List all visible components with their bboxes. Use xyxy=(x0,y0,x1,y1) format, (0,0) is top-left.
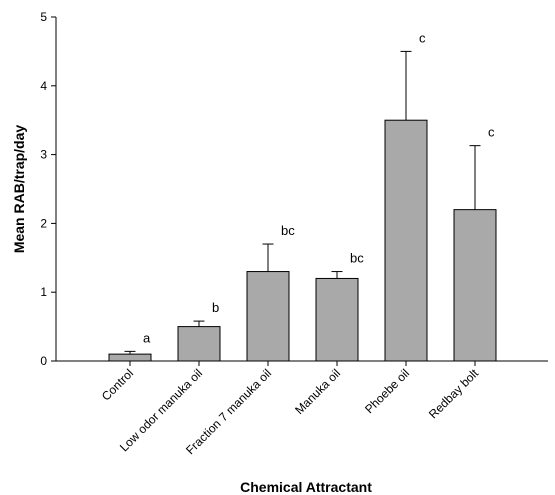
significance-letter: bc xyxy=(281,223,295,238)
error-bars-group xyxy=(124,50,481,355)
axes-group xyxy=(55,17,548,362)
y-tick-label: 2 xyxy=(40,216,47,230)
bars-group xyxy=(108,119,497,362)
bar xyxy=(453,209,497,362)
y-axis-title: Mean RAB/trap/day xyxy=(11,125,27,254)
y-tick-label: 5 xyxy=(40,10,47,24)
bar xyxy=(315,277,359,362)
significance-letter: b xyxy=(212,300,219,315)
significance-letter: c xyxy=(488,125,495,140)
x-tick-label: Manuka oil xyxy=(292,366,343,417)
x-tick-label: Redbay bolt xyxy=(426,366,482,422)
bar xyxy=(108,353,152,362)
x-tick-label: Control xyxy=(99,366,136,403)
y-tick-label: 4 xyxy=(40,79,47,93)
y-tick-label: 1 xyxy=(40,285,47,299)
significance-letters-group: a b bc bc c c xyxy=(143,30,495,345)
y-tick-label: 3 xyxy=(40,148,47,162)
bar xyxy=(177,326,221,362)
significance-letter: c xyxy=(419,30,426,45)
x-axis-title: Chemical Attractant xyxy=(240,479,372,495)
bar xyxy=(384,119,428,362)
y-tick-label: 0 xyxy=(40,354,47,368)
bar xyxy=(246,271,290,362)
significance-letter: a xyxy=(143,330,151,345)
significance-letter: bc xyxy=(350,251,364,266)
x-tick-label: Phoebe oil xyxy=(362,366,412,416)
y-ticks-group: 0 1 2 3 4 5 xyxy=(40,10,56,368)
